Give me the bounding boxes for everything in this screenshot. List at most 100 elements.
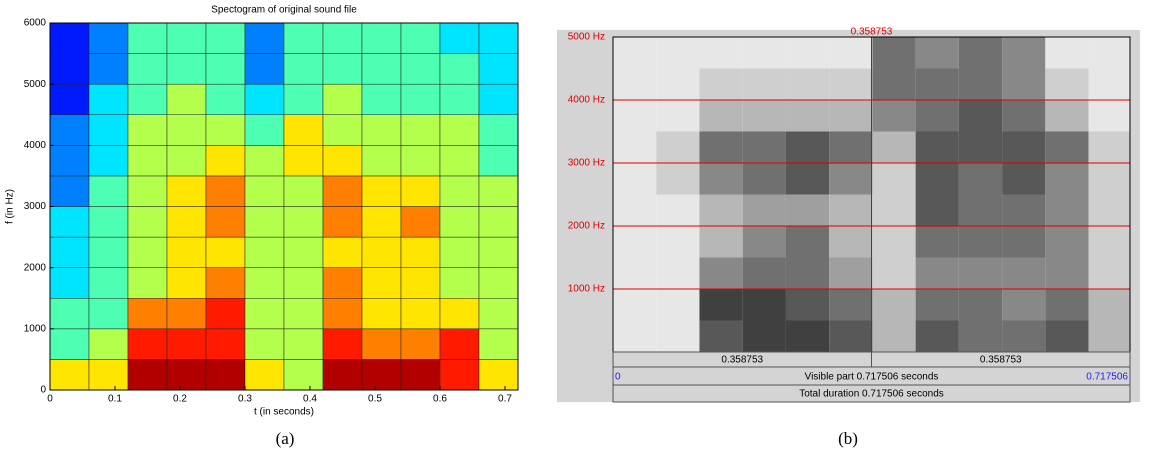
cell [742, 163, 786, 195]
cell [439, 206, 480, 238]
cell [1045, 289, 1089, 321]
cell [1002, 37, 1046, 69]
cell [127, 83, 168, 115]
cell [400, 236, 441, 268]
total-label: Total duration 0.717506 seconds [799, 389, 944, 400]
cell [1045, 68, 1089, 100]
cell [829, 37, 873, 69]
cell [872, 100, 916, 132]
cell [88, 206, 129, 238]
cell [166, 236, 207, 268]
cell [49, 328, 90, 360]
cell [699, 289, 743, 321]
cell [742, 257, 786, 289]
cell [915, 226, 959, 258]
cell [958, 163, 1003, 195]
cell [283, 236, 324, 268]
y-tick-label: 2000 Hz [568, 221, 605, 232]
cell [88, 359, 129, 391]
cell [1045, 320, 1089, 352]
cell [785, 100, 830, 132]
cell [361, 328, 402, 360]
cell [699, 37, 743, 69]
cell [1088, 100, 1130, 132]
cell [361, 175, 402, 207]
cell [400, 83, 441, 115]
cell [785, 163, 830, 195]
cell [49, 114, 90, 146]
x-axis-label: t (in seconds) [254, 407, 314, 418]
cell [829, 68, 873, 100]
cell [49, 22, 90, 54]
cell [915, 100, 959, 132]
cell [127, 328, 168, 360]
cell [49, 175, 90, 207]
segment-label: 0.358753 [980, 355, 1022, 366]
cell [244, 206, 285, 238]
cell [88, 114, 129, 146]
cell [439, 175, 480, 207]
cell [205, 298, 246, 330]
cell [742, 194, 786, 226]
cell [166, 206, 207, 238]
cell [400, 114, 441, 146]
cell [361, 53, 402, 85]
cell [915, 37, 959, 69]
cell [1088, 37, 1130, 69]
visible-end: 0.717506 [1086, 372, 1128, 383]
cell [205, 206, 246, 238]
cell [742, 320, 786, 352]
y-tick-label: 6000 [24, 18, 47, 29]
cell [361, 114, 402, 146]
cell [1045, 131, 1089, 163]
cell [127, 359, 168, 391]
cell [361, 206, 402, 238]
caption: (a) [276, 429, 295, 448]
cell [872, 37, 916, 69]
cell [785, 226, 830, 258]
cell [439, 114, 480, 146]
cell [699, 68, 743, 100]
cell [1002, 131, 1046, 163]
cell [322, 359, 363, 391]
cell [785, 131, 830, 163]
cell [283, 359, 324, 391]
cell [742, 289, 786, 321]
cell [49, 53, 90, 85]
cell [49, 236, 90, 268]
cell [656, 194, 700, 226]
cell [478, 359, 519, 391]
cell [1045, 100, 1089, 132]
cell [613, 163, 657, 195]
cell [127, 22, 168, 54]
cell [699, 320, 743, 352]
cell [322, 328, 363, 360]
cell [478, 267, 519, 299]
cell [127, 267, 168, 299]
y-tick-label: 3000 [24, 201, 47, 212]
cell [656, 131, 700, 163]
y-tick-label: 2000 [24, 262, 47, 273]
cell [656, 68, 700, 100]
segment-label: 0.358753 [721, 355, 763, 366]
cell [915, 131, 959, 163]
cell [400, 175, 441, 207]
x-tick-label: 0 [47, 394, 53, 405]
cell [478, 328, 519, 360]
cell [361, 145, 402, 177]
cell [613, 257, 657, 289]
cell [1088, 257, 1130, 289]
y-tick-label: 3000 Hz [568, 158, 605, 169]
cell [361, 298, 402, 330]
cell [742, 68, 786, 100]
cell [872, 131, 916, 163]
cell [829, 163, 873, 195]
cell [400, 328, 441, 360]
cell [958, 68, 1003, 100]
cell [958, 320, 1003, 352]
cell [205, 236, 246, 268]
cell [244, 114, 285, 146]
cell [166, 298, 207, 330]
chart-title: Spectogram of original sound file [211, 5, 357, 16]
